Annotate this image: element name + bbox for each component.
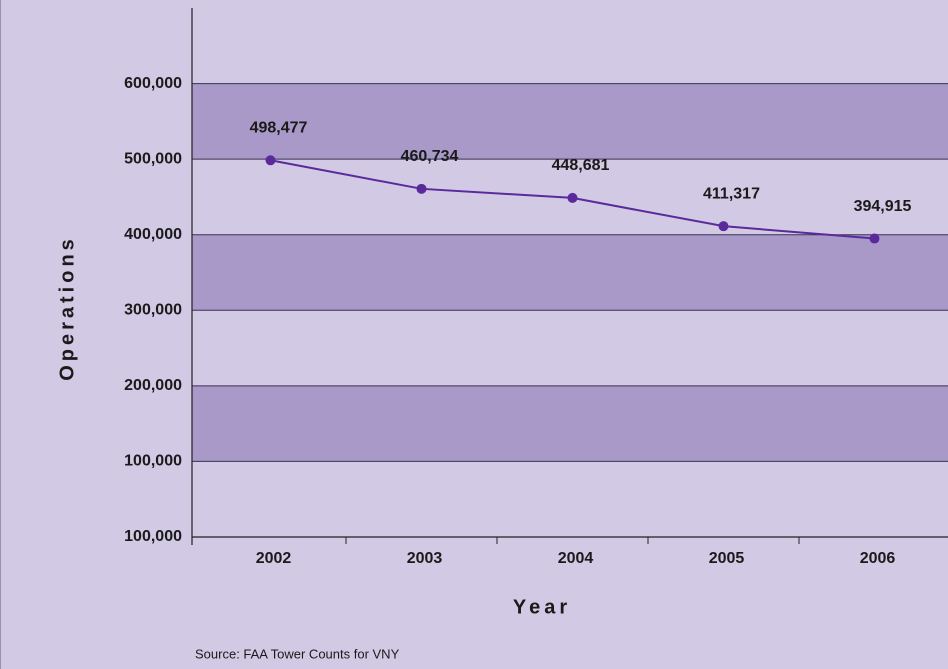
y-tick-label: 300,000 <box>124 302 182 319</box>
y-tick-label: 500,000 <box>124 150 182 167</box>
x-tick-label: 2005 <box>709 550 745 567</box>
x-tick-label: 2002 <box>256 550 292 567</box>
y-tick-label: 400,000 <box>124 226 182 243</box>
data-label: 498,477 <box>250 120 308 137</box>
data-label: 448,681 <box>552 157 610 174</box>
data-point <box>718 221 729 232</box>
x-tick-label: 2004 <box>558 550 594 567</box>
y-tick-label: 100,000 <box>124 528 182 545</box>
data-point <box>567 192 578 203</box>
grid-band <box>192 385 948 462</box>
data-label: 411,317 <box>703 185 760 202</box>
grid-band <box>192 234 948 311</box>
y-tick-label: 600,000 <box>124 75 182 92</box>
data-point <box>869 233 880 244</box>
plot-area <box>192 83 948 538</box>
y-tick-label: 100,000 <box>124 453 182 470</box>
data-point <box>265 155 276 166</box>
x-tick-label: 2003 <box>407 550 443 567</box>
source-note: Source: FAA Tower Counts for VNY <box>195 646 400 661</box>
x-tick-label: 2006 <box>860 550 896 567</box>
y-tick-label: 200,000 <box>124 377 182 394</box>
grid-band <box>192 83 948 160</box>
y-axis-title: Operations <box>56 235 78 381</box>
data-label: 394,915 <box>854 198 912 215</box>
x-axis-title: Year <box>513 596 571 618</box>
data-point <box>416 183 427 194</box>
data-label: 460,734 <box>401 148 459 165</box>
